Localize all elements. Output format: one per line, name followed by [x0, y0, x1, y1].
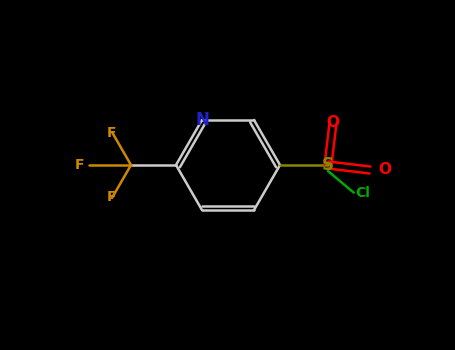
Text: F: F — [107, 126, 117, 140]
Text: F: F — [75, 158, 84, 172]
Text: Cl: Cl — [356, 186, 370, 199]
Text: N: N — [195, 111, 209, 129]
Text: O: O — [378, 162, 391, 177]
Text: F: F — [107, 190, 117, 204]
Text: O: O — [327, 115, 339, 130]
Text: S: S — [322, 156, 334, 174]
